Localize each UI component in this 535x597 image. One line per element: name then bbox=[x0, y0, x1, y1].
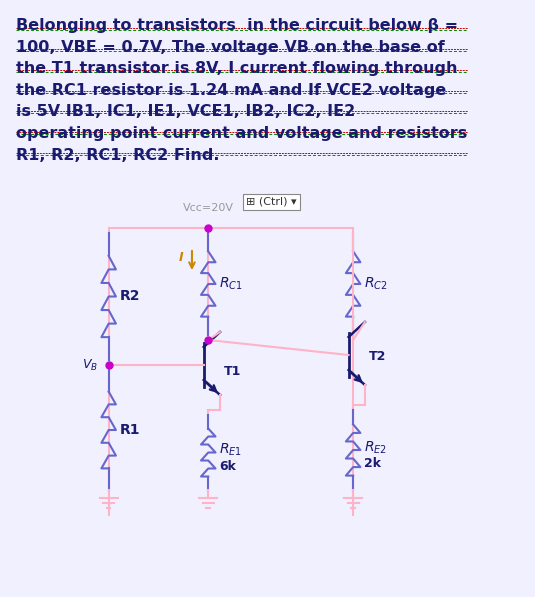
Text: Vcc=20V: Vcc=20V bbox=[183, 203, 234, 213]
Text: $R_{E2}$: $R_{E2}$ bbox=[364, 439, 387, 456]
Text: ⊞ (Ctrl) ▾: ⊞ (Ctrl) ▾ bbox=[246, 197, 297, 207]
Text: 2k: 2k bbox=[364, 457, 381, 470]
Text: $R_{C2}$: $R_{C2}$ bbox=[364, 276, 388, 292]
Text: R2: R2 bbox=[119, 290, 140, 303]
Text: T1: T1 bbox=[224, 365, 241, 378]
Text: Belonging to transistors  in the circuit below β =
100, VBE = 0.7V, The voltage : Belonging to transistors in the circuit … bbox=[16, 18, 468, 162]
Text: R1: R1 bbox=[119, 423, 140, 437]
Text: $V_B$: $V_B$ bbox=[82, 358, 98, 373]
Text: T2: T2 bbox=[369, 350, 386, 363]
Text: $R_{E1}$: $R_{E1}$ bbox=[219, 442, 242, 458]
Text: $R_{C1}$: $R_{C1}$ bbox=[219, 276, 243, 292]
Text: 6k: 6k bbox=[219, 460, 236, 472]
Text: I: I bbox=[178, 251, 183, 264]
